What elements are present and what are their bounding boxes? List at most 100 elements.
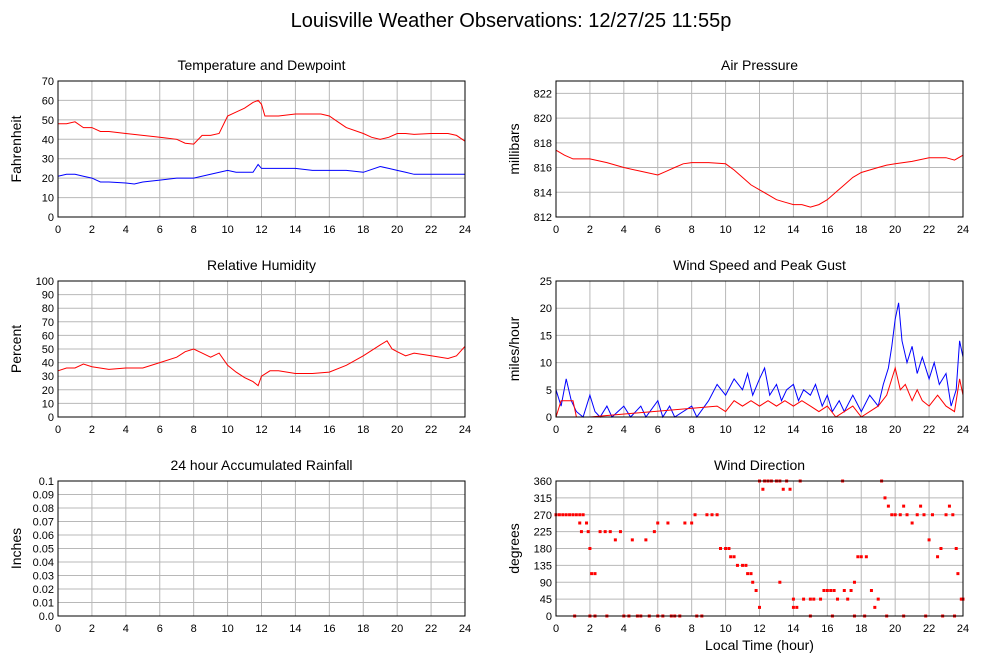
- x-tick-label: 6: [157, 424, 163, 436]
- series-line: [555, 302, 964, 419]
- data-point: [656, 521, 660, 525]
- data-point: [690, 521, 694, 525]
- y-tick-label: 60: [42, 330, 54, 342]
- y-tick-label: 135: [534, 560, 552, 572]
- data-point: [791, 605, 795, 609]
- x-tick-label: 22: [425, 623, 437, 635]
- data-point: [852, 580, 856, 584]
- x-tick-label: 12: [753, 224, 765, 236]
- x-tick-label: 16: [821, 623, 833, 635]
- x-tick-label: 2: [89, 424, 95, 436]
- y-tick-label: 20: [42, 385, 54, 397]
- y-tick-label: 50: [42, 344, 54, 356]
- x-tick-label: 22: [425, 424, 437, 436]
- y-tick-label: 0.04: [33, 557, 54, 569]
- data-point: [727, 547, 731, 550]
- y-tick-label: 0: [48, 412, 54, 424]
- panel-title: Air Pressure: [721, 57, 798, 73]
- x-tick-label: 24: [957, 224, 969, 236]
- data-point: [802, 597, 806, 601]
- data-point: [825, 589, 829, 592]
- data-point: [705, 513, 709, 517]
- data-point: [758, 605, 761, 609]
- data-point: [849, 589, 853, 592]
- data-point: [856, 555, 860, 559]
- x-tick-label: 16: [323, 424, 335, 436]
- y-tick-label: 45: [540, 594, 552, 606]
- x-tick-label: 2: [587, 424, 593, 436]
- y-tick-label: 40: [42, 358, 54, 370]
- x-tick-label: 0: [55, 623, 61, 635]
- y-tick-label: 820: [534, 113, 552, 125]
- data-point: [886, 504, 890, 508]
- x-tick-label: 0: [55, 224, 61, 236]
- data-point: [778, 580, 782, 584]
- x-tick-label: 6: [157, 623, 163, 635]
- y-tick-label: 15: [540, 330, 552, 342]
- plot-frame: [57, 480, 466, 617]
- y-axis-label: millibars: [506, 123, 522, 174]
- data-point: [578, 521, 582, 525]
- data-point: [683, 521, 687, 525]
- data-point: [832, 589, 836, 592]
- data-point: [710, 513, 714, 517]
- y-tick-label: 60: [42, 95, 54, 107]
- data-point: [876, 597, 880, 601]
- data-point: [910, 521, 914, 525]
- x-tick-label: 18: [357, 224, 369, 236]
- x-tick-label: 18: [855, 424, 867, 436]
- y-tick-label: 50: [42, 115, 54, 127]
- x-tick-label: 4: [123, 224, 129, 236]
- data-point: [930, 513, 934, 517]
- gridlines: [57, 480, 466, 617]
- data-point: [951, 513, 955, 517]
- y-tick-label: 0.06: [33, 530, 54, 542]
- data-point: [729, 555, 733, 559]
- panel-title: 24 hour Accumulated Rainfall: [170, 457, 352, 473]
- data-point: [754, 589, 758, 592]
- panel-title: Temperature and Dewpoint: [177, 57, 345, 73]
- data-point: [578, 513, 582, 517]
- panel-title: Wind Direction: [714, 457, 805, 473]
- y-tick-label: 10: [540, 358, 552, 370]
- data-point: [557, 513, 561, 517]
- data-point: [598, 530, 602, 534]
- x-tick-label: 18: [357, 623, 369, 635]
- x-tick-label: 0: [553, 224, 559, 236]
- data-point: [812, 597, 816, 601]
- data-point: [791, 597, 795, 601]
- gridlines: [555, 81, 964, 218]
- data-point: [586, 530, 590, 534]
- x-tick-label: 22: [923, 224, 935, 236]
- y-tick-label: 5: [546, 385, 552, 397]
- data-point: [613, 538, 617, 542]
- x-tick-label: 6: [655, 424, 661, 436]
- data-point: [603, 530, 607, 534]
- data-point: [741, 563, 745, 567]
- data-point: [593, 572, 597, 576]
- y-tick-label: 0.07: [33, 517, 54, 529]
- x-tick-label: 4: [621, 224, 627, 236]
- data-point: [579, 530, 583, 534]
- x-tick-label: 14: [289, 224, 301, 236]
- data-point: [922, 513, 926, 517]
- y-tick-label: 0.08: [33, 503, 54, 515]
- y-tick-label: 70: [42, 76, 54, 88]
- data-point: [608, 530, 612, 534]
- data-point: [585, 521, 589, 525]
- data-point: [883, 496, 887, 500]
- y-tick-label: 0.1: [39, 476, 54, 488]
- data-point: [588, 547, 592, 550]
- data-point: [947, 504, 951, 508]
- data-point: [751, 580, 755, 584]
- y-tick-label: 20: [42, 173, 54, 185]
- y-axis-label: Percent: [8, 325, 24, 373]
- x-tick-label: 18: [855, 623, 867, 635]
- x-tick-label: 8: [689, 623, 695, 635]
- x-tick-label: 20: [391, 623, 403, 635]
- data-point: [819, 597, 823, 601]
- x-tick-label: 10: [221, 623, 233, 635]
- x-tick-label: 16: [821, 424, 833, 436]
